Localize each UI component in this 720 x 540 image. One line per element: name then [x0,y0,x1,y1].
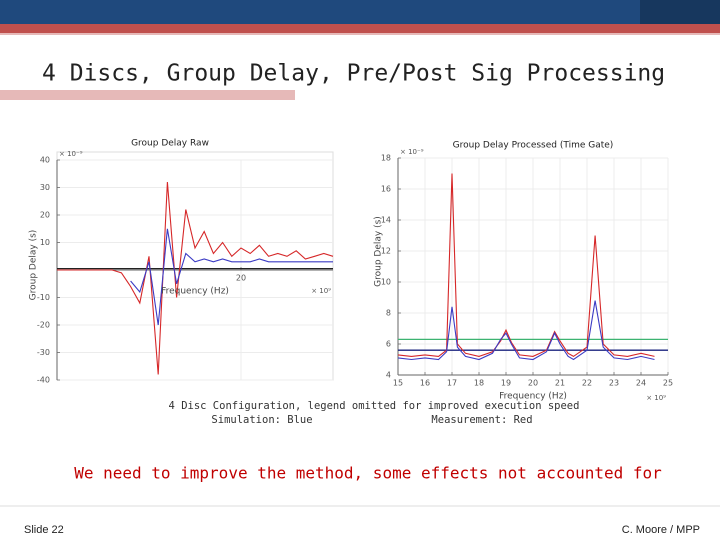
y-tick-label: 6 [386,340,391,349]
x-tick-label: 18 [474,379,484,388]
series-line [397,173,655,358]
footer-left: Slide 22 [24,524,64,536]
y-axis-label: Group Delay (s) [374,216,384,287]
y-tick-label: -20 [37,321,50,330]
y-tick-label: 30 [40,183,50,192]
x-tick-label: 19 [501,379,511,388]
series-line [397,300,655,361]
banner [0,0,720,24]
caption-meas: Measurement: Red [431,414,532,426]
y-tick-label: 8 [386,309,391,318]
banner-line [0,33,720,35]
y-tick-label: 12 [381,247,391,256]
y-multiplier: × 10⁻⁹ [59,150,83,158]
footer-right: C. Moore / MPP [622,524,700,536]
title-underline [0,90,295,100]
y-tick-label: 10 [381,278,391,287]
banner-accent [640,0,720,24]
x-axis-label: Frequency (Hz) [499,392,567,402]
x-tick-label: 16 [420,379,430,388]
caption-sim: Simulation: Blue [211,414,312,426]
y-tick-label: 4 [386,371,391,380]
x-tick-label: 21 [555,379,565,388]
y-axis-label: Group Delay (s) [29,230,39,301]
y-tick-label: 18 [381,154,391,163]
remark: We need to improve the method, some effe… [74,464,662,483]
x-tick-label: 20 [236,274,246,283]
y-tick-label: -10 [37,293,50,302]
caption: 4 Disc Configuration, legend omitted for… [169,400,580,412]
y-tick-label: 10 [40,238,50,247]
x-tick-label: 25 [663,379,673,388]
x-tick-label: 22 [582,379,592,388]
plot-frame [56,151,334,381]
x-tick-label: 23 [609,379,619,388]
y-multiplier: × 10⁻⁹ [400,148,424,156]
chart-title: Group Delay Raw [131,139,209,149]
x-multiplier: × 10⁹ [646,394,666,402]
banner-stripe [0,24,720,33]
x-tick-label: 20 [528,379,538,388]
y-tick-label: -30 [37,348,50,357]
series-line [57,181,334,375]
y-tick-label: 40 [40,156,50,165]
y-tick-label: -40 [37,376,50,385]
x-tick-label: 24 [636,379,646,388]
x-tick-label: 15 [393,379,403,388]
x-multiplier: × 10⁹ [311,287,331,295]
slide-title: 4 Discs, Group Delay, Pre/Post Sig Proce… [42,61,665,87]
y-tick-label: 20 [40,211,50,220]
series-line [130,228,333,326]
x-tick-label: 17 [447,379,457,388]
chart-title: Group Delay Processed (Time Gate) [453,141,614,151]
x-axis-label: Frequency (Hz) [161,287,229,297]
y-tick-label: 14 [381,216,391,225]
y-tick-label: 16 [381,185,391,194]
